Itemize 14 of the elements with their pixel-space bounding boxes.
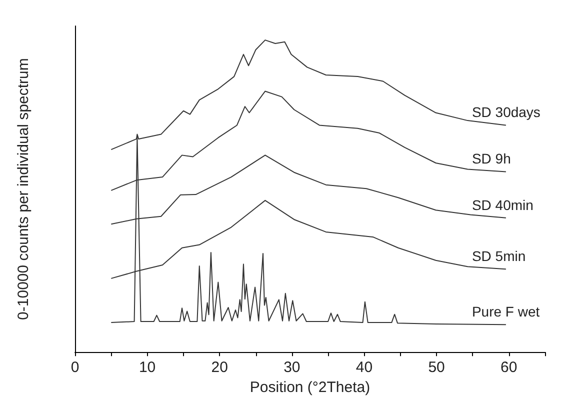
series-label: SD 9h — [472, 150, 511, 167]
x-tick-label: 10 — [138, 359, 156, 376]
x-tick-label: 40 — [356, 359, 373, 376]
x-tick-label: 50 — [428, 359, 445, 376]
x-tick-label: 20 — [211, 359, 228, 376]
y-axis-title: 0-10000 counts per individual spectrum — [15, 58, 32, 320]
x-tick-label: 0 — [70, 359, 80, 376]
series-label: SD 5min — [472, 248, 526, 264]
x-tick-label: 30 — [284, 359, 300, 376]
x-tick-label: 60 — [500, 359, 518, 376]
series-label: SD 30days — [472, 104, 540, 120]
x-axis-title: Position (°2Theta) — [250, 379, 370, 396]
series-label: SD 40min — [472, 196, 534, 213]
series-label: Pure F wet — [472, 304, 540, 320]
